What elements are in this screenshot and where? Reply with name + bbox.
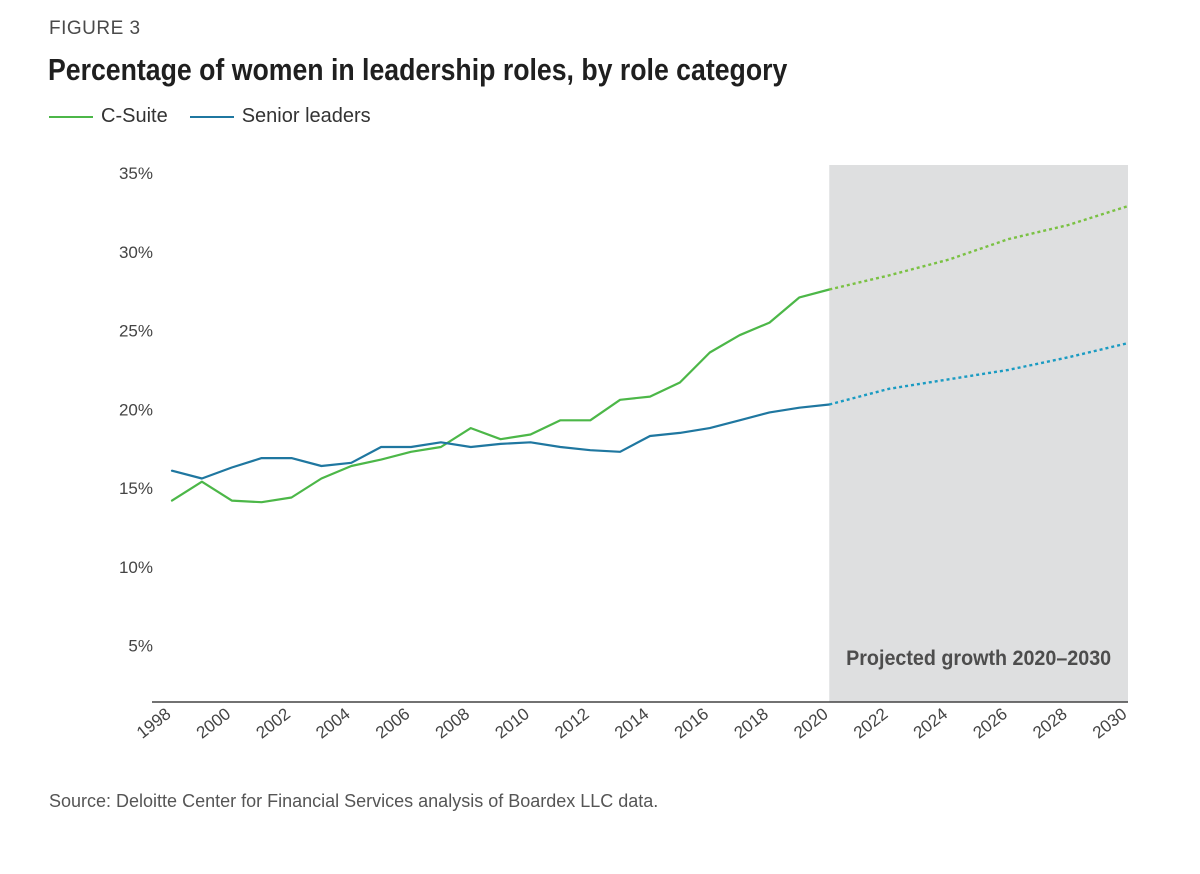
x-tick-label: 2020 bbox=[790, 704, 832, 742]
y-tick-label: 5% bbox=[128, 637, 153, 656]
legend-label-senior-leaders: Senior leaders bbox=[241, 105, 371, 127]
x-tick-label: 1998 bbox=[133, 704, 175, 742]
series-line-c-suite bbox=[170, 288, 831, 504]
x-tick-label: 2004 bbox=[312, 704, 354, 742]
x-axis-ticks: 1998 2000 2002 2004 2006 2008 2010 2012 2014 2016… bbox=[133, 704, 1131, 742]
x-tick-label: 2030 bbox=[1089, 704, 1131, 742]
y-tick-label: 10% bbox=[119, 558, 153, 577]
series-layer bbox=[170, 204, 1129, 504]
x-tick-label: 2016 bbox=[671, 704, 713, 742]
figure-label: FIGURE 3 bbox=[49, 18, 141, 39]
legend-swatch-c-suite bbox=[49, 115, 93, 118]
x-tick-label: 2026 bbox=[969, 704, 1011, 742]
projection-band bbox=[829, 165, 1128, 702]
source-note: Source: Deloitte Center for Financial Se… bbox=[49, 791, 659, 811]
chart-title: Percentage of women in leadership roles,… bbox=[48, 52, 788, 87]
projection-label: Projected growth 2020–2030 bbox=[846, 647, 1111, 670]
x-tick-label: 2022 bbox=[850, 704, 892, 742]
series-projection-c-suite bbox=[829, 204, 1129, 291]
y-tick-label: 25% bbox=[119, 322, 153, 341]
x-tick-label: 2028 bbox=[1029, 704, 1071, 742]
x-tick-label: 2000 bbox=[193, 704, 235, 742]
x-tick-label: 2014 bbox=[611, 704, 653, 742]
y-tick-label: 35% bbox=[119, 164, 153, 183]
x-tick-label: 2012 bbox=[551, 704, 593, 742]
y-axis-ticks: 5% 10% 15% 20% 25% 30% 35% bbox=[119, 164, 153, 656]
legend-item-c-suite: C-Suite bbox=[49, 105, 168, 128]
x-tick-label: 2010 bbox=[491, 704, 533, 742]
legend: C-Suite Senior leaders bbox=[49, 105, 393, 128]
x-tick-label: 2006 bbox=[372, 704, 414, 742]
y-tick-label: 30% bbox=[119, 243, 153, 262]
y-tick-label: 20% bbox=[119, 400, 153, 419]
x-tick-label: 2018 bbox=[730, 704, 772, 742]
x-tick-label: 2024 bbox=[910, 704, 952, 742]
legend-label-c-suite: C-Suite bbox=[101, 105, 168, 127]
legend-item-senior-leaders: Senior leaders bbox=[189, 105, 371, 128]
series-projection-senior-leaders bbox=[828, 341, 1129, 406]
line-chart: 5% 10% 15% 20% 25% 30% 35% 1998 2000 2002 2004 200… bbox=[119, 164, 1131, 742]
x-tick-label: 2008 bbox=[432, 704, 474, 742]
series-line-senior-leaders bbox=[170, 403, 831, 480]
legend-swatch-senior-leaders bbox=[189, 115, 234, 118]
x-tick-label: 2002 bbox=[252, 704, 294, 742]
y-tick-label: 15% bbox=[119, 479, 153, 498]
